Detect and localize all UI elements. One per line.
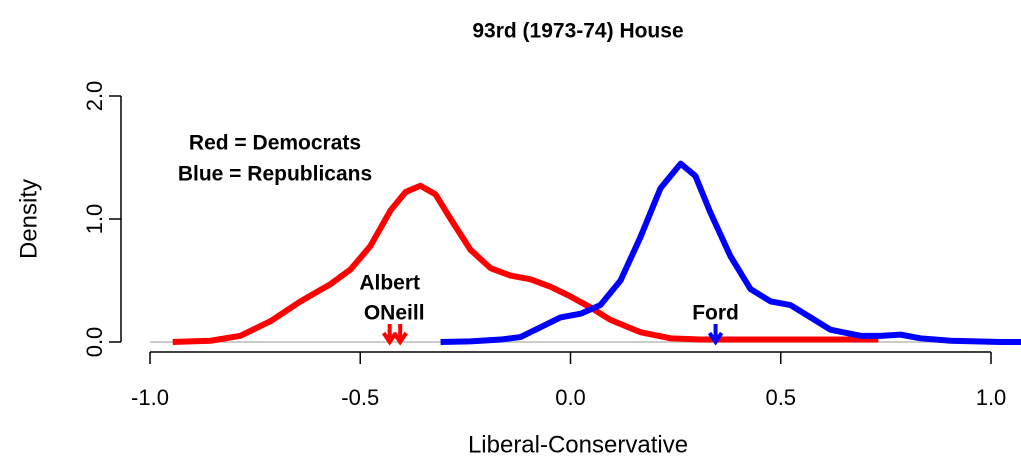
y-tick-label: 2.0 bbox=[82, 81, 107, 112]
x-tick-label: -0.5 bbox=[341, 385, 379, 410]
annotation-label: Albert bbox=[359, 272, 420, 295]
x-tick-label: 0.0 bbox=[555, 385, 586, 410]
chart-title: 93rd (1973-74) House bbox=[472, 20, 683, 43]
annotation-arrow bbox=[707, 324, 724, 346]
annotation-label: Ford bbox=[692, 302, 739, 325]
density-line bbox=[172, 182, 879, 345]
y-tick-label: 1.0 bbox=[82, 204, 107, 235]
density-line bbox=[440, 160, 1021, 345]
y-tick-label: 0.0 bbox=[82, 327, 107, 358]
annotation-arrow bbox=[382, 324, 398, 346]
y-axis-label: Density bbox=[15, 179, 42, 259]
legend-text: Red = Democrats bbox=[189, 132, 361, 155]
annotation-label: ONeill bbox=[364, 302, 425, 325]
legend-text: Blue = Republicans bbox=[178, 163, 372, 186]
x-tick-label: 1.0 bbox=[976, 385, 1007, 410]
annotation-arrow bbox=[392, 324, 408, 346]
x-axis-label: Liberal-Conservative bbox=[468, 431, 688, 458]
x-tick-label: -1.0 bbox=[131, 385, 169, 410]
x-tick-label: 0.5 bbox=[765, 385, 796, 410]
